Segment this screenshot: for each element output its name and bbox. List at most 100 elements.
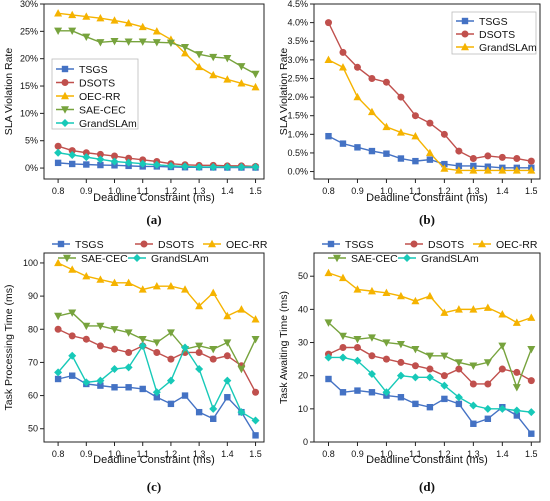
data-point bbox=[441, 395, 448, 403]
data-point bbox=[54, 312, 63, 321]
data-point bbox=[152, 281, 161, 290]
legend-label: DSOTS bbox=[158, 239, 194, 251]
series-dsots bbox=[324, 344, 535, 388]
data-point bbox=[339, 48, 347, 56]
data-point bbox=[513, 412, 521, 419]
data-point bbox=[455, 400, 463, 408]
x-tick-label: 1.1 bbox=[409, 186, 422, 196]
data-point bbox=[338, 63, 347, 71]
series-grandslam bbox=[54, 148, 260, 171]
x-tick-label: 1.4 bbox=[496, 449, 509, 459]
data-point bbox=[110, 365, 119, 374]
legend: TSGS DSOTS OEC-RR SAE-CEC GrandSLAm bbox=[322, 239, 538, 265]
y-tick-label: 4.5% bbox=[287, 0, 308, 9]
data-point bbox=[411, 345, 420, 354]
data-point bbox=[209, 345, 218, 354]
legend-swatch-marker bbox=[461, 30, 469, 38]
data-point bbox=[325, 132, 332, 140]
data-point bbox=[397, 93, 405, 101]
data-point bbox=[209, 70, 218, 79]
x-tick-label: 1.4 bbox=[496, 186, 509, 196]
x-tick-label: 1.5 bbox=[249, 186, 262, 196]
data-point bbox=[138, 22, 147, 31]
data-point bbox=[382, 288, 391, 296]
data-point bbox=[69, 160, 76, 168]
legend-swatch-marker bbox=[61, 106, 69, 114]
data-point bbox=[139, 385, 146, 393]
panel-caption: (a) bbox=[146, 212, 161, 227]
data-point bbox=[324, 268, 333, 277]
data-point bbox=[82, 12, 91, 20]
data-point bbox=[195, 348, 203, 356]
data-point bbox=[251, 162, 260, 171]
data-point bbox=[513, 368, 521, 376]
data-point bbox=[354, 387, 361, 394]
data-point bbox=[397, 394, 405, 401]
data-point bbox=[82, 272, 91, 280]
data-point bbox=[368, 352, 376, 360]
data-point bbox=[54, 368, 63, 377]
data-point bbox=[441, 160, 448, 168]
data-point bbox=[411, 373, 420, 382]
data-point bbox=[512, 318, 521, 326]
data-point bbox=[82, 149, 90, 157]
x-tick-label: 1.4 bbox=[221, 186, 234, 196]
data-point bbox=[382, 355, 390, 363]
y-tick-label: 15% bbox=[20, 81, 38, 91]
data-point bbox=[83, 161, 90, 168]
data-point bbox=[251, 82, 260, 91]
legend-label: TSGS bbox=[79, 64, 108, 76]
data-point bbox=[469, 155, 477, 163]
legend-swatch-marker bbox=[133, 254, 141, 262]
data-point bbox=[96, 150, 104, 158]
data-point bbox=[124, 278, 133, 287]
legend-swatch-marker bbox=[208, 239, 216, 248]
y-tick-label: 20% bbox=[20, 54, 38, 64]
data-point bbox=[54, 9, 63, 17]
x-tick-label: 1.0 bbox=[380, 186, 393, 196]
data-point bbox=[110, 278, 119, 287]
data-point bbox=[425, 373, 434, 382]
data-point bbox=[470, 420, 477, 427]
data-point bbox=[209, 53, 218, 62]
legend-label: SAE-CEC bbox=[351, 253, 398, 265]
x-axis-label: Deadline Constraint (ms) bbox=[366, 192, 488, 204]
legend-swatch-marker bbox=[61, 65, 69, 73]
data-point bbox=[527, 408, 536, 417]
data-point bbox=[252, 388, 260, 396]
data-point bbox=[454, 359, 463, 367]
x-tick-label: 0.8 bbox=[322, 186, 335, 196]
x-tick-label: 1.1 bbox=[409, 449, 422, 459]
data-point bbox=[498, 365, 506, 373]
data-point bbox=[512, 384, 521, 392]
legend-label: TSGS bbox=[345, 239, 374, 251]
data-point bbox=[484, 415, 492, 422]
data-point bbox=[513, 155, 521, 163]
data-point bbox=[152, 39, 161, 47]
data-point bbox=[237, 63, 246, 71]
data-point bbox=[110, 326, 119, 334]
data-point bbox=[397, 358, 405, 366]
y-tick-label: 70 bbox=[28, 357, 38, 367]
data-point bbox=[383, 150, 390, 157]
data-point bbox=[68, 150, 77, 159]
data-point bbox=[527, 157, 535, 165]
data-point bbox=[324, 353, 333, 362]
data-point bbox=[96, 275, 105, 283]
data-point bbox=[152, 339, 161, 347]
series-oec-rr bbox=[54, 9, 260, 91]
data-point bbox=[367, 370, 376, 379]
legend-label: OEC-RR bbox=[496, 239, 538, 251]
data-point bbox=[111, 384, 118, 391]
data-point bbox=[237, 305, 246, 313]
data-point bbox=[210, 415, 217, 422]
legend-swatch-marker bbox=[410, 240, 418, 248]
data-point bbox=[54, 148, 63, 157]
data-point bbox=[138, 285, 147, 293]
y-tick-label: 1.0% bbox=[287, 129, 308, 139]
data-point bbox=[54, 375, 62, 383]
y-tick-label: 90 bbox=[28, 291, 38, 301]
data-point bbox=[425, 148, 434, 157]
data-point bbox=[251, 336, 260, 344]
data-point bbox=[209, 355, 217, 363]
